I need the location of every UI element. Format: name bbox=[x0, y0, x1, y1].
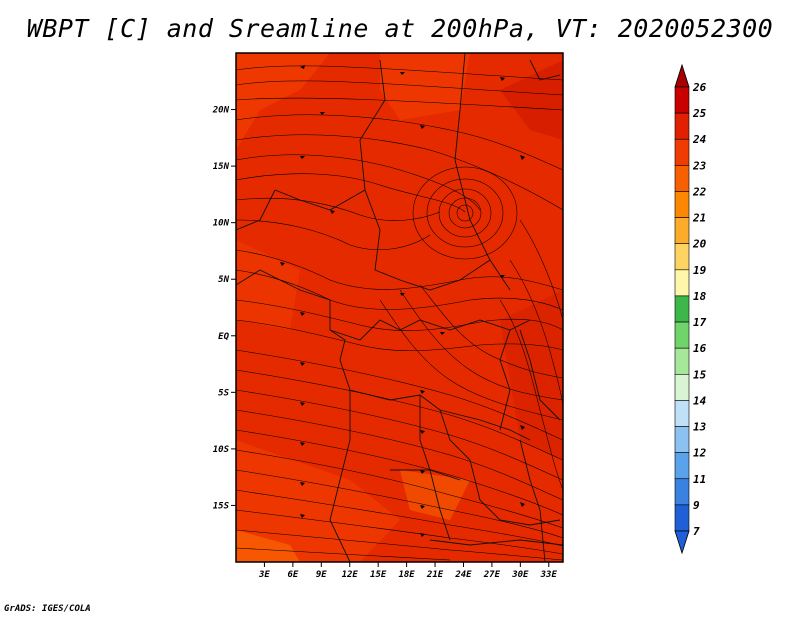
footer-credit: GrADS: IGES/COLA bbox=[4, 604, 91, 614]
colorbar-label: 14 bbox=[693, 394, 707, 407]
colorbar-label: 13 bbox=[693, 421, 707, 434]
colorbar-bin bbox=[674, 478, 690, 506]
lat-tick-label: 10N bbox=[213, 219, 230, 229]
lon-tick-label: 21E bbox=[426, 570, 444, 580]
colorbar-bin bbox=[674, 138, 690, 166]
lon-tick-label: 18E bbox=[398, 570, 415, 580]
lon-tick-label: 30E bbox=[511, 570, 529, 580]
colorbar-label: 24 bbox=[692, 133, 707, 146]
lat-tick-label: 5N bbox=[218, 275, 229, 285]
colorbar-bin bbox=[674, 504, 690, 532]
colorbar: 26 25 24 23 22 21 20 19 18 17 16 15 14 13 12 11 9 7 bbox=[674, 63, 707, 555]
colorbar-bin bbox=[674, 269, 690, 297]
colorbar-bin bbox=[674, 373, 690, 401]
streamline-arrows bbox=[280, 65, 525, 537]
colorbar-label: 22 bbox=[692, 185, 707, 198]
colorbar-label: 9 bbox=[693, 499, 700, 512]
lat-tick-label: 15N bbox=[213, 162, 230, 172]
colorbar-label: 18 bbox=[693, 290, 707, 303]
colorbar-bin bbox=[674, 321, 690, 349]
lon-tick-label: 33E bbox=[540, 570, 558, 580]
streamlines bbox=[236, 65, 563, 561]
colorbar-bin bbox=[674, 191, 690, 218]
lon-tick-label: 6E bbox=[287, 570, 298, 580]
colorbar-label: 20 bbox=[692, 238, 707, 251]
colorbar-bin bbox=[674, 165, 690, 192]
colorbar-label: 26 bbox=[692, 81, 707, 94]
latitude-axis: 20N 15N 10N 5N EQ 5S 10S 15S bbox=[212, 106, 236, 511]
lon-tick-label: 12E bbox=[342, 570, 359, 580]
lon-tick-label: 24E bbox=[454, 570, 472, 580]
country-borders bbox=[236, 53, 563, 562]
longitude-axis: 3E 6E 9E 12E 15E 18E 21E 24E 27E 30E 33E bbox=[258, 562, 557, 580]
lon-tick-label: 15E bbox=[370, 570, 387, 580]
map-title: WBPT [C] and Sreamline at 200hPa, VT: 20… bbox=[26, 14, 774, 43]
colorbar-bin bbox=[674, 112, 690, 140]
colorbar-bin bbox=[674, 217, 690, 245]
lat-tick-label: 20N bbox=[212, 106, 230, 116]
colorbar-label: 21 bbox=[692, 212, 706, 225]
colorbar-bin bbox=[674, 86, 690, 114]
lat-tick-label: 15S bbox=[213, 501, 230, 511]
lat-tick-label: 5S bbox=[218, 388, 229, 398]
lon-tick-label: 27E bbox=[483, 570, 501, 580]
colorbar-bin bbox=[674, 400, 690, 427]
colorbar-label: 17 bbox=[693, 316, 707, 329]
lon-tick-label: 9E bbox=[316, 570, 327, 580]
lat-tick-label: 10S bbox=[213, 445, 230, 455]
colorbar-label: 12 bbox=[693, 447, 707, 460]
colorbar-bin bbox=[674, 347, 690, 375]
colorbar-label: 19 bbox=[693, 264, 707, 277]
colorbar-label: 23 bbox=[692, 159, 707, 172]
colorbar-label: 7 bbox=[693, 525, 700, 538]
colorbar-bin bbox=[674, 295, 690, 323]
colorbar-label: 15 bbox=[693, 368, 707, 381]
colorbar-bin bbox=[674, 426, 690, 453]
lon-tick-label: 3E bbox=[258, 570, 270, 580]
map-frame bbox=[235, 52, 564, 563]
colorbar-label: 11 bbox=[693, 473, 706, 486]
colorbar-label: 25 bbox=[692, 107, 707, 120]
colorbar-max-arrow bbox=[674, 63, 690, 88]
colorbar-min-arrow bbox=[674, 530, 690, 555]
colorbar-bin bbox=[674, 452, 690, 480]
colorbar-label: 16 bbox=[693, 342, 707, 355]
wbpt-field bbox=[236, 53, 563, 562]
colorbar-bin bbox=[674, 243, 690, 271]
lat-tick-label: EQ bbox=[218, 332, 229, 342]
